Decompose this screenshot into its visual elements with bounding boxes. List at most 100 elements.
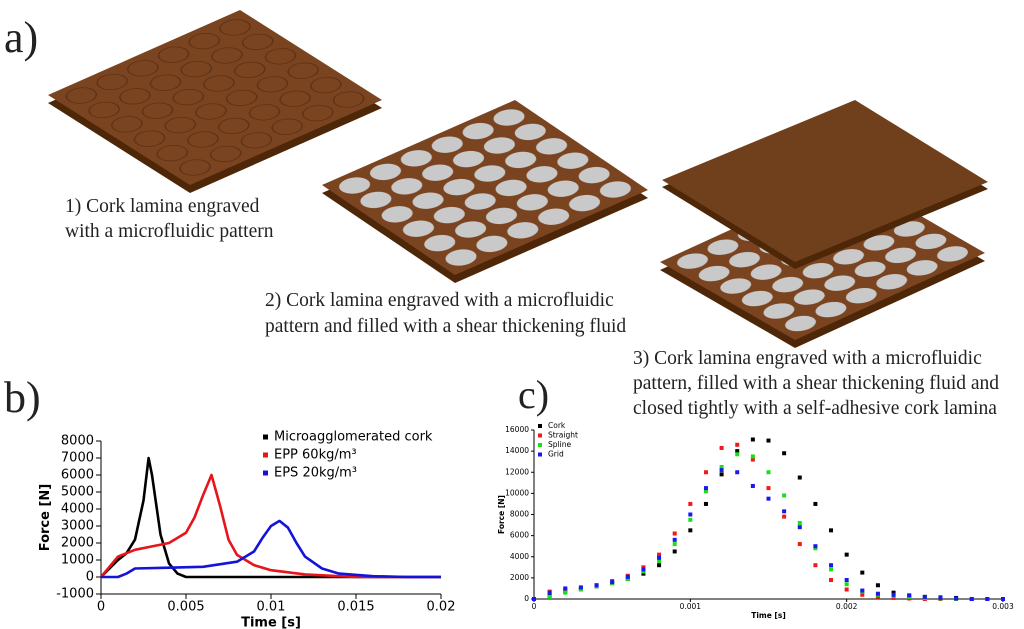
data-point bbox=[844, 587, 849, 592]
x-tick-label: 0.001 bbox=[680, 602, 702, 611]
legend-marker bbox=[538, 443, 542, 447]
x-tick-label: 0 bbox=[97, 600, 105, 615]
y-tick-label: 4000 bbox=[61, 502, 94, 517]
y-tick-label: 7000 bbox=[61, 451, 94, 466]
y-tick-label: 0 bbox=[524, 594, 529, 603]
y-tick-label: 8000 bbox=[61, 434, 94, 449]
data-point bbox=[672, 531, 677, 536]
data-point bbox=[735, 470, 740, 475]
data-point bbox=[766, 486, 771, 491]
y-tick-label: 8000 bbox=[510, 510, 529, 519]
data-point bbox=[657, 558, 662, 563]
legend-marker bbox=[263, 434, 268, 440]
data-point bbox=[891, 595, 896, 600]
data-point bbox=[813, 544, 818, 549]
data-point bbox=[797, 542, 802, 547]
series-line bbox=[101, 519, 441, 579]
data-point bbox=[860, 570, 865, 575]
data-point bbox=[875, 594, 880, 599]
data-point bbox=[813, 501, 818, 506]
data-point bbox=[547, 594, 552, 599]
plate-closed bbox=[660, 99, 989, 348]
data-point bbox=[625, 574, 630, 579]
x-tick-label: 0 bbox=[532, 602, 537, 611]
data-point bbox=[782, 451, 787, 456]
data-point bbox=[813, 563, 818, 568]
data-point bbox=[563, 590, 568, 595]
data-point bbox=[829, 577, 834, 582]
data-point bbox=[985, 597, 990, 601]
data-point bbox=[735, 449, 740, 454]
data-point bbox=[719, 464, 724, 469]
data-point bbox=[719, 445, 724, 450]
data-point bbox=[844, 577, 849, 582]
data-point bbox=[829, 563, 834, 568]
data-point bbox=[844, 582, 849, 587]
panel-label: a) bbox=[4, 13, 38, 62]
data-point bbox=[719, 468, 724, 473]
y-tick-label: 3000 bbox=[61, 519, 94, 534]
data-point bbox=[532, 597, 536, 601]
panel-label: b) bbox=[4, 373, 41, 422]
data-point bbox=[875, 583, 880, 588]
data-point bbox=[563, 586, 568, 591]
data-point bbox=[735, 452, 740, 457]
x-tick-label: 0.003 bbox=[992, 602, 1014, 611]
legend-marker bbox=[538, 433, 542, 438]
legend-label: Spline bbox=[548, 440, 571, 449]
chart: 0 2000 4000 6000 8000 10000 12000 14000 16000 0 0.… bbox=[497, 421, 1014, 620]
data-point bbox=[672, 549, 677, 554]
legend-marker bbox=[538, 452, 542, 457]
y-tick-label: 14000 bbox=[505, 446, 529, 455]
x-axis-label: Time [s] bbox=[241, 615, 301, 629]
x-tick-label: 0.01 bbox=[257, 600, 286, 615]
data-point bbox=[797, 520, 802, 525]
data-point bbox=[766, 496, 771, 501]
data-point bbox=[750, 457, 755, 462]
data-point bbox=[657, 552, 662, 557]
data-point bbox=[641, 571, 646, 576]
panel-label: c) bbox=[518, 372, 549, 417]
x-tick-label: 0.02 bbox=[427, 600, 456, 615]
data-point bbox=[907, 593, 912, 598]
y-tick-label: 12000 bbox=[505, 467, 529, 476]
data-point bbox=[844, 552, 849, 557]
x-axis-label: Time [s] bbox=[751, 611, 786, 620]
data-point bbox=[797, 525, 802, 530]
data-point bbox=[782, 509, 787, 514]
data-point bbox=[688, 517, 693, 522]
data-point bbox=[938, 595, 943, 600]
legend-label: Microagglomerated cork bbox=[274, 430, 433, 445]
y-axis-label: Force [N] bbox=[497, 495, 506, 534]
data-point bbox=[891, 592, 896, 597]
data-point bbox=[703, 501, 708, 506]
caption-line: 2) Cork lamina engraved with a microflui… bbox=[265, 290, 614, 311]
legend-label: Straight bbox=[548, 431, 578, 440]
data-point bbox=[875, 591, 880, 596]
y-axis-label: Force [N] bbox=[38, 484, 53, 552]
data-point bbox=[688, 528, 693, 533]
legend-marker bbox=[538, 424, 542, 428]
series-line bbox=[100, 456, 441, 579]
data-point bbox=[672, 542, 677, 547]
y-tick-label: 6000 bbox=[61, 468, 94, 483]
data-point bbox=[891, 590, 896, 595]
data-point bbox=[610, 580, 615, 585]
data-point bbox=[578, 587, 583, 592]
data-point bbox=[1001, 597, 1005, 601]
y-tick-label: 2000 bbox=[61, 536, 94, 551]
legend-label: EPP 60kg/m³ bbox=[274, 448, 357, 463]
data-point bbox=[766, 438, 771, 443]
caption-line: closed tightly with a self-adhesive cork… bbox=[633, 398, 997, 419]
data-point bbox=[641, 565, 646, 570]
caption-line: 1) Cork lamina engraved bbox=[65, 196, 260, 217]
y-tick-label: 5000 bbox=[61, 485, 94, 500]
data-point bbox=[641, 567, 646, 572]
plate-engraved bbox=[48, 9, 383, 194]
y-tick-label: -1000 bbox=[56, 587, 94, 602]
legend-label: Cork bbox=[548, 421, 566, 430]
y-tick-label: 4000 bbox=[510, 552, 529, 561]
